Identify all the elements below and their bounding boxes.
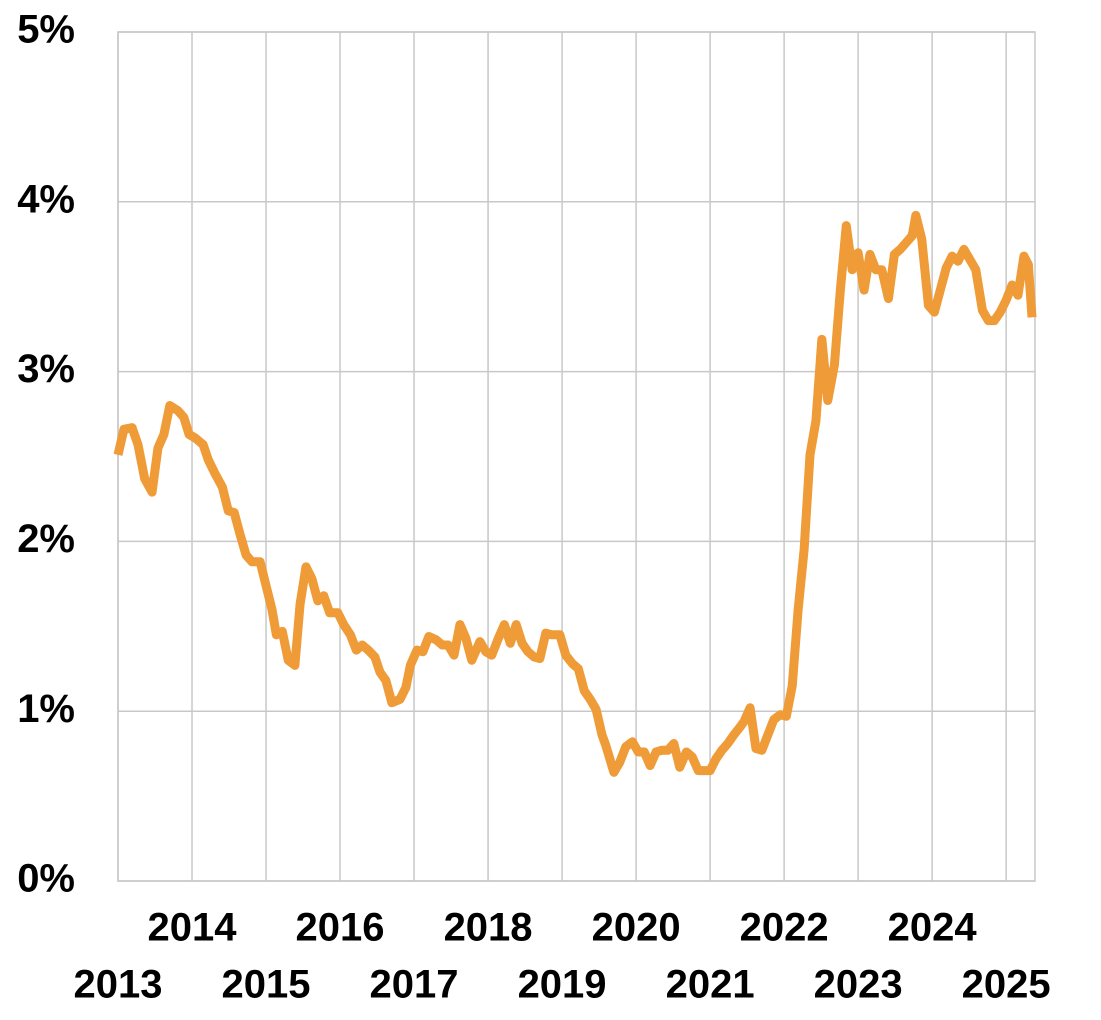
x-tick-label: 2019 (518, 963, 607, 1007)
x-tick-label: 2018 (444, 906, 533, 950)
x-tick-label: 2023 (814, 963, 903, 1007)
x-tick-label: 2016 (296, 906, 385, 950)
x-tick-label: 2024 (888, 906, 978, 950)
plot-border (117, 31, 1036, 882)
x-tick-label: 2015 (222, 963, 311, 1007)
x-tick-label: 2017 (370, 963, 459, 1007)
line (113, 210, 1037, 777)
x-tick-label: 2013 (74, 963, 163, 1007)
y-tick-label: 2% (17, 517, 75, 561)
y-tick-label: 0% (17, 857, 75, 901)
x-tick-label: 2025 (962, 963, 1051, 1007)
y-tick-label: 3% (17, 347, 75, 391)
x-tick-label: 2021 (666, 963, 755, 1007)
y-tick-label: 4% (17, 177, 75, 221)
x-tick-label: 2014 (148, 906, 238, 950)
x-tick-label: 2022 (740, 906, 829, 950)
y-tick-label: 1% (17, 687, 75, 731)
x-tick-label: 2020 (592, 906, 681, 950)
y-tick-label: 5% (17, 8, 75, 52)
